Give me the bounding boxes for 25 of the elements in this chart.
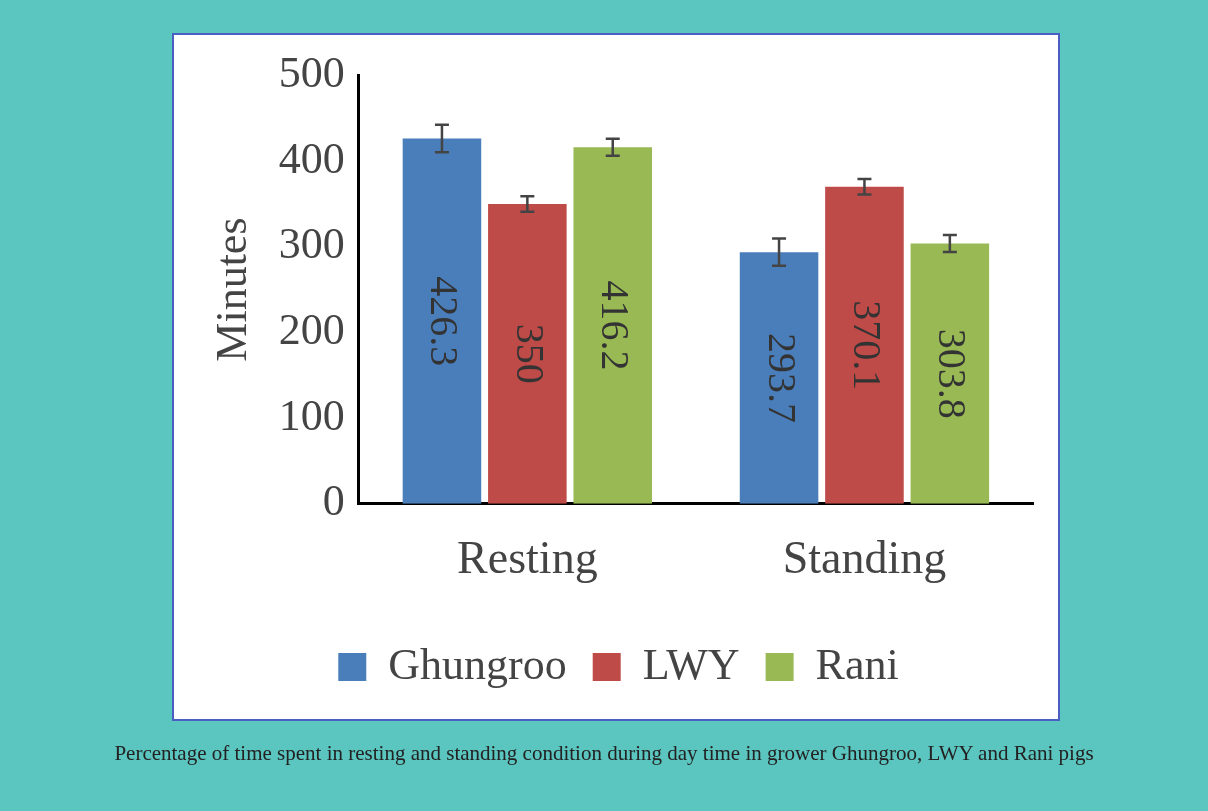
data-label: 350 (507, 323, 553, 384)
bar (488, 203, 567, 504)
y-tick-label: 300 (278, 219, 345, 269)
y-tick-label: 100 (278, 390, 345, 440)
data-label: 303.8 (930, 328, 976, 419)
y-tick-label: 400 (278, 133, 345, 183)
data-label: 426.3 (422, 276, 468, 367)
y-axis-title: Minutes (206, 217, 256, 362)
text: Percentage of time spent in resting and standing condition during day time in grower Ghungroo, LWY and Rani pigs (113, 740, 1095, 767)
bar (402, 138, 482, 504)
bar (825, 186, 904, 504)
legend-label: Rani (815, 639, 899, 689)
y-tick-label: 200 (278, 305, 345, 354)
bar (739, 252, 819, 504)
y-tick-label: 0 (322, 476, 345, 526)
bar (573, 147, 653, 504)
y-tick-label: 500 (278, 47, 345, 97)
x-tick-label: Standing (782, 532, 947, 584)
data-label: 370.1 (844, 300, 890, 391)
data-label: 416.2 (593, 280, 639, 371)
legend-label: LWY (642, 639, 740, 689)
bar (910, 243, 990, 504)
x-tick-label: Resting (457, 532, 598, 584)
legend-label: Ghungroo (388, 639, 567, 689)
data-label: 293.7 (759, 332, 805, 423)
